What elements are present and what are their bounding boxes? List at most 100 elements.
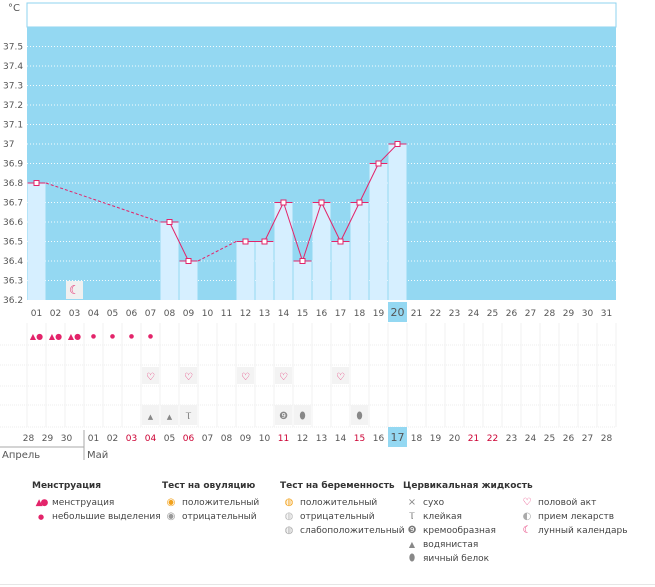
cycle-day-label: 13 bbox=[259, 309, 270, 319]
heart-icon: ♡ bbox=[184, 372, 193, 383]
y-tick-label: 37.2 bbox=[3, 101, 23, 111]
trend-segment bbox=[264, 202, 284, 242]
legend-item-eggwhite: ⬮ яичный белок bbox=[403, 552, 533, 566]
legend-label: лунный календарь bbox=[538, 526, 628, 536]
current-date-highlight bbox=[388, 427, 407, 447]
ovulation-positive-icon: ◉ bbox=[166, 497, 176, 508]
small-drop-icon: ● bbox=[110, 333, 115, 340]
data-point bbox=[33, 180, 40, 186]
legend-title-menstruation: Менструация bbox=[32, 481, 101, 491]
calendar-date-label: 28 bbox=[601, 434, 613, 444]
temperature-bar bbox=[331, 241, 350, 300]
calendar-date-label: 27 bbox=[582, 434, 593, 444]
calendar-date-label: 12 bbox=[297, 434, 308, 444]
cycle-day-label: 01 bbox=[31, 309, 42, 319]
legend-pregnancy: Тест на беременность ◍ положительный ◍ о… bbox=[280, 481, 405, 538]
blood-drops-icon: ▲● bbox=[30, 332, 43, 341]
y-axis-unit: °C bbox=[8, 3, 20, 14]
calendar-date-label: 06 bbox=[183, 434, 195, 444]
small-drop-icon: ● bbox=[129, 333, 134, 340]
legend-title-other bbox=[518, 481, 628, 491]
trend-segment bbox=[321, 202, 341, 242]
temperature-bar bbox=[312, 202, 331, 300]
calendar-date-label: 28 bbox=[23, 434, 35, 444]
legend-label: положительный bbox=[182, 498, 260, 508]
y-tick-label: 37 bbox=[3, 140, 14, 150]
data-point bbox=[280, 199, 287, 206]
cycle-day-label: 21 bbox=[411, 309, 422, 319]
cycle-day-label: 03 bbox=[69, 309, 80, 319]
legend-title-pregnancy: Тест на беременность bbox=[280, 481, 395, 491]
legend-item-pregnancy-negative: ◍ отрицательный bbox=[280, 510, 405, 524]
legend-title-cervical: Цервикальная жидкость bbox=[403, 481, 533, 491]
legend-label: положительный bbox=[300, 498, 378, 508]
temperature-bar bbox=[255, 241, 274, 300]
symbol-cell bbox=[332, 367, 349, 384]
cycle-day-label: 17 bbox=[335, 309, 346, 319]
temperature-bar bbox=[369, 163, 388, 300]
blood-drops-icon: ▲● bbox=[35, 498, 49, 508]
cycle-day-label: 20 bbox=[391, 306, 405, 319]
calendar-date-label: 20 bbox=[449, 434, 461, 444]
cycle-day-label: 11 bbox=[221, 309, 232, 319]
legend-label: отрицательный bbox=[300, 512, 375, 522]
cycle-day-label: 06 bbox=[126, 309, 138, 319]
eggwhite-icon: ⬮ bbox=[356, 411, 362, 422]
legend-item-creamy: ❾ кремообразная bbox=[403, 524, 533, 538]
small-drop-icon: ● bbox=[148, 333, 153, 340]
legend-ovulation: Тест на овуляцию ◉ положительный ◉ отриц… bbox=[162, 481, 259, 524]
data-point bbox=[299, 258, 306, 264]
legend-item-spotting: ● небольшие выделения bbox=[32, 510, 161, 524]
bottom-divider bbox=[0, 584, 655, 585]
temperature-bar bbox=[179, 261, 198, 300]
trend-segment bbox=[283, 202, 303, 262]
data-point bbox=[394, 141, 401, 147]
heart-icon: ♡ bbox=[279, 372, 288, 383]
heart-icon: ♡ bbox=[522, 497, 532, 508]
pregnancy-positive-icon: ◍ bbox=[284, 497, 294, 508]
legend-label: отрицательный bbox=[182, 512, 257, 522]
calendar-date-label: 14 bbox=[335, 434, 347, 444]
legend-item-pregnancy-weak: ◍ слабоположительный bbox=[280, 524, 405, 538]
data-point bbox=[337, 238, 344, 245]
y-tick-label: 36.4 bbox=[3, 257, 23, 267]
temperature-bar bbox=[236, 241, 255, 300]
trend-gap-segment bbox=[45, 182, 161, 223]
legend-item-ovulation-negative: ◉ отрицательный bbox=[162, 510, 259, 524]
ovulation-negative-icon: ◉ bbox=[166, 511, 176, 522]
cycle-day-label: 05 bbox=[107, 309, 118, 319]
data-point bbox=[356, 199, 363, 206]
calendar-date-label: 29 bbox=[42, 434, 54, 444]
cycle-day-label: 27 bbox=[525, 309, 536, 319]
symbol-cell bbox=[142, 405, 159, 425]
legend-label: менструация bbox=[52, 498, 115, 508]
symbol-cell bbox=[294, 405, 311, 425]
legend-menstruation: Менструация ▲● менструация ● небольшие в… bbox=[32, 481, 161, 524]
cycle-day-label: 26 bbox=[506, 309, 518, 319]
legend-item-menstruation: ▲● менструация bbox=[32, 496, 161, 510]
legend-label: водянистая bbox=[423, 540, 479, 550]
symbol-cell bbox=[275, 405, 292, 425]
lunar-marker-bg bbox=[66, 281, 83, 299]
temperature-bar bbox=[160, 222, 179, 300]
y-tick-label: 37.4 bbox=[3, 62, 23, 72]
calendar-date-label: 26 bbox=[563, 434, 575, 444]
data-point bbox=[375, 160, 382, 167]
small-drop-icon: ● bbox=[37, 513, 45, 521]
cycle-day-label: 25 bbox=[487, 309, 498, 319]
creamy-icon: ❾ bbox=[407, 525, 417, 536]
y-tick-label: 36.5 bbox=[3, 238, 23, 248]
calendar-date-label: 30 bbox=[61, 434, 73, 444]
watery-drop-icon: ▲ bbox=[148, 413, 154, 421]
moon-icon: ☾ bbox=[69, 283, 80, 297]
y-tick-label: 37.5 bbox=[3, 43, 23, 53]
y-tick-label: 36.7 bbox=[3, 199, 23, 209]
data-point bbox=[318, 199, 325, 206]
y-tick-label: 36.3 bbox=[3, 277, 23, 287]
heart-icon: ♡ bbox=[241, 372, 250, 383]
blood-drops-icon: ▲● bbox=[49, 332, 62, 341]
calendar-date-label: 17 bbox=[391, 431, 405, 444]
sticky-icon: Ⲧ bbox=[185, 411, 191, 422]
legend-label: яичный белок bbox=[423, 554, 490, 564]
legend-item-intercourse: ♡ половой акт bbox=[518, 496, 628, 510]
